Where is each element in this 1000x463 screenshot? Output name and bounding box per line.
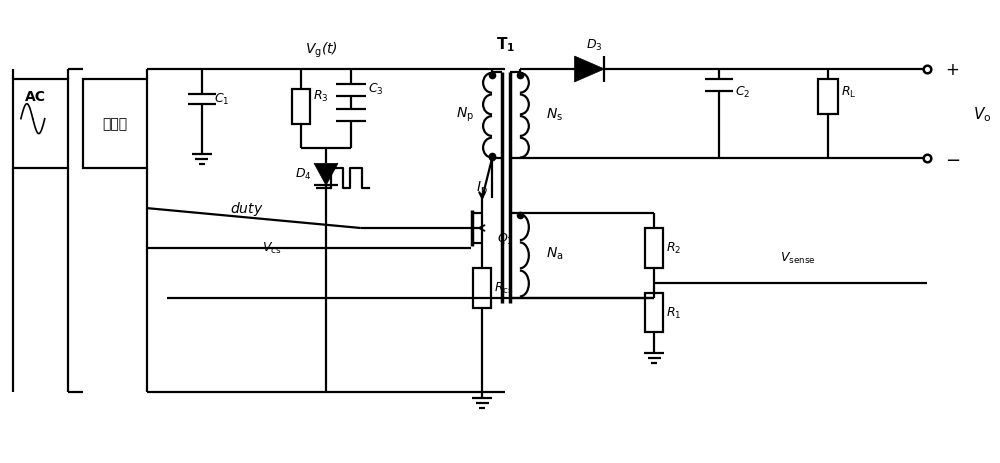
Text: $R_\mathrm{L}$: $R_\mathrm{L}$ xyxy=(841,85,856,100)
Bar xyxy=(473,268,491,308)
Text: $R_2$: $R_2$ xyxy=(666,241,681,256)
Text: $duty$: $duty$ xyxy=(230,200,263,218)
Text: $R_3$: $R_3$ xyxy=(313,89,329,104)
Polygon shape xyxy=(575,57,604,83)
Text: AC: AC xyxy=(25,90,46,104)
Text: $V_\mathrm{o}$: $V_\mathrm{o}$ xyxy=(973,105,991,124)
Text: $I_\mathrm{p}$: $I_\mathrm{p}$ xyxy=(476,180,488,198)
Text: $C_2$: $C_2$ xyxy=(735,85,750,100)
Text: $C_3$: $C_3$ xyxy=(368,82,383,97)
Text: $+$: $+$ xyxy=(945,61,959,79)
Bar xyxy=(645,229,663,268)
Text: $C_1$: $C_1$ xyxy=(214,92,229,107)
Bar xyxy=(818,80,838,114)
Bar xyxy=(13,80,68,169)
Text: $V_\mathrm{g}$(t): $V_\mathrm{g}$(t) xyxy=(305,40,338,60)
Bar xyxy=(83,80,147,169)
Polygon shape xyxy=(314,164,338,186)
Bar xyxy=(645,293,663,333)
Text: $\mathbf{T_1}$: $\mathbf{T_1}$ xyxy=(496,36,516,54)
Bar xyxy=(292,90,310,125)
Text: $N_\mathrm{s}$: $N_\mathrm{s}$ xyxy=(546,106,563,123)
Text: $N_\mathrm{p}$: $N_\mathrm{p}$ xyxy=(456,105,474,124)
Text: $D_4$: $D_4$ xyxy=(295,166,311,181)
Text: $R_1$: $R_1$ xyxy=(666,305,681,320)
Text: 整流桥: 整流桥 xyxy=(102,118,127,131)
Text: $V_\mathrm{sense}$: $V_\mathrm{sense}$ xyxy=(780,251,816,266)
Text: $D_3$: $D_3$ xyxy=(586,38,603,53)
Text: $V_\mathrm{cs}$: $V_\mathrm{cs}$ xyxy=(262,241,281,256)
Text: $-$: $-$ xyxy=(945,150,960,168)
Text: $N_\mathrm{a}$: $N_\mathrm{a}$ xyxy=(546,245,563,262)
Text: $R_\mathrm{cs}$: $R_\mathrm{cs}$ xyxy=(494,281,514,295)
Text: $Q_1$: $Q_1$ xyxy=(497,231,514,246)
